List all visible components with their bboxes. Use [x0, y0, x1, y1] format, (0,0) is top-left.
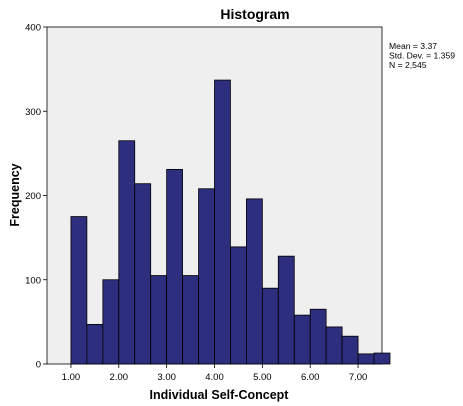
stats-line-2: Std. Dev. = 1.359	[389, 51, 455, 61]
x-tick-label-5: 6.00	[301, 372, 320, 383]
histogram-bar-19	[357, 353, 375, 365]
bars-group	[70, 79, 391, 365]
y-tick-label-1: 100	[25, 275, 41, 286]
y-tick-label-2: 200	[25, 191, 41, 202]
histogram-bar-12	[246, 198, 263, 365]
y-tick-label-3: 300	[25, 107, 41, 118]
histogram-bar-7	[166, 168, 183, 365]
x-axis-title: Individual Self-Concept	[150, 388, 290, 402]
histogram-bar-6	[150, 275, 168, 365]
histogram-bar-10	[214, 79, 231, 365]
histogram-bar-11	[230, 246, 247, 365]
x-tick-label-6: 7.00	[349, 372, 368, 383]
chart-title: Histogram	[220, 6, 289, 22]
histogram-bar-2	[86, 323, 104, 365]
x-tick-label-2: 3.00	[157, 372, 176, 383]
histogram-bar-16	[309, 308, 327, 365]
x-tick-label-0: 1.00	[62, 372, 81, 383]
histogram-bar-5	[134, 183, 152, 365]
histogram-bar-18	[341, 335, 359, 365]
histogram-bar-1	[70, 216, 88, 365]
histogram-bar-15	[293, 314, 311, 365]
y-axis-title: Frequency	[8, 163, 22, 226]
histogram-bar-14	[277, 255, 295, 365]
x-tick-label-3: 4.00	[205, 372, 224, 383]
x-axis: 1.00 2.00 3.00 4.00 5.00 6.00 7.00	[62, 364, 368, 383]
histogram-bar-17	[325, 326, 343, 365]
histogram-bar-3	[102, 279, 120, 365]
histogram-bar-9	[198, 188, 215, 365]
stats-line-1: Mean = 3.37	[389, 41, 437, 51]
x-tick-label-4: 5.00	[253, 372, 272, 383]
histogram-bar-4	[118, 140, 136, 365]
histogram-bar-13	[261, 287, 279, 365]
x-tick-label-1: 2.00	[110, 372, 129, 383]
y-tick-label-4: 400	[25, 23, 41, 34]
y-tick-label-0: 0	[36, 360, 41, 371]
histogram-bar-20	[373, 352, 391, 365]
stats-line-3: N = 2,545	[389, 60, 427, 70]
histogram-bar-8	[182, 275, 199, 365]
y-axis: 0 100 200 300 400	[25, 23, 47, 371]
